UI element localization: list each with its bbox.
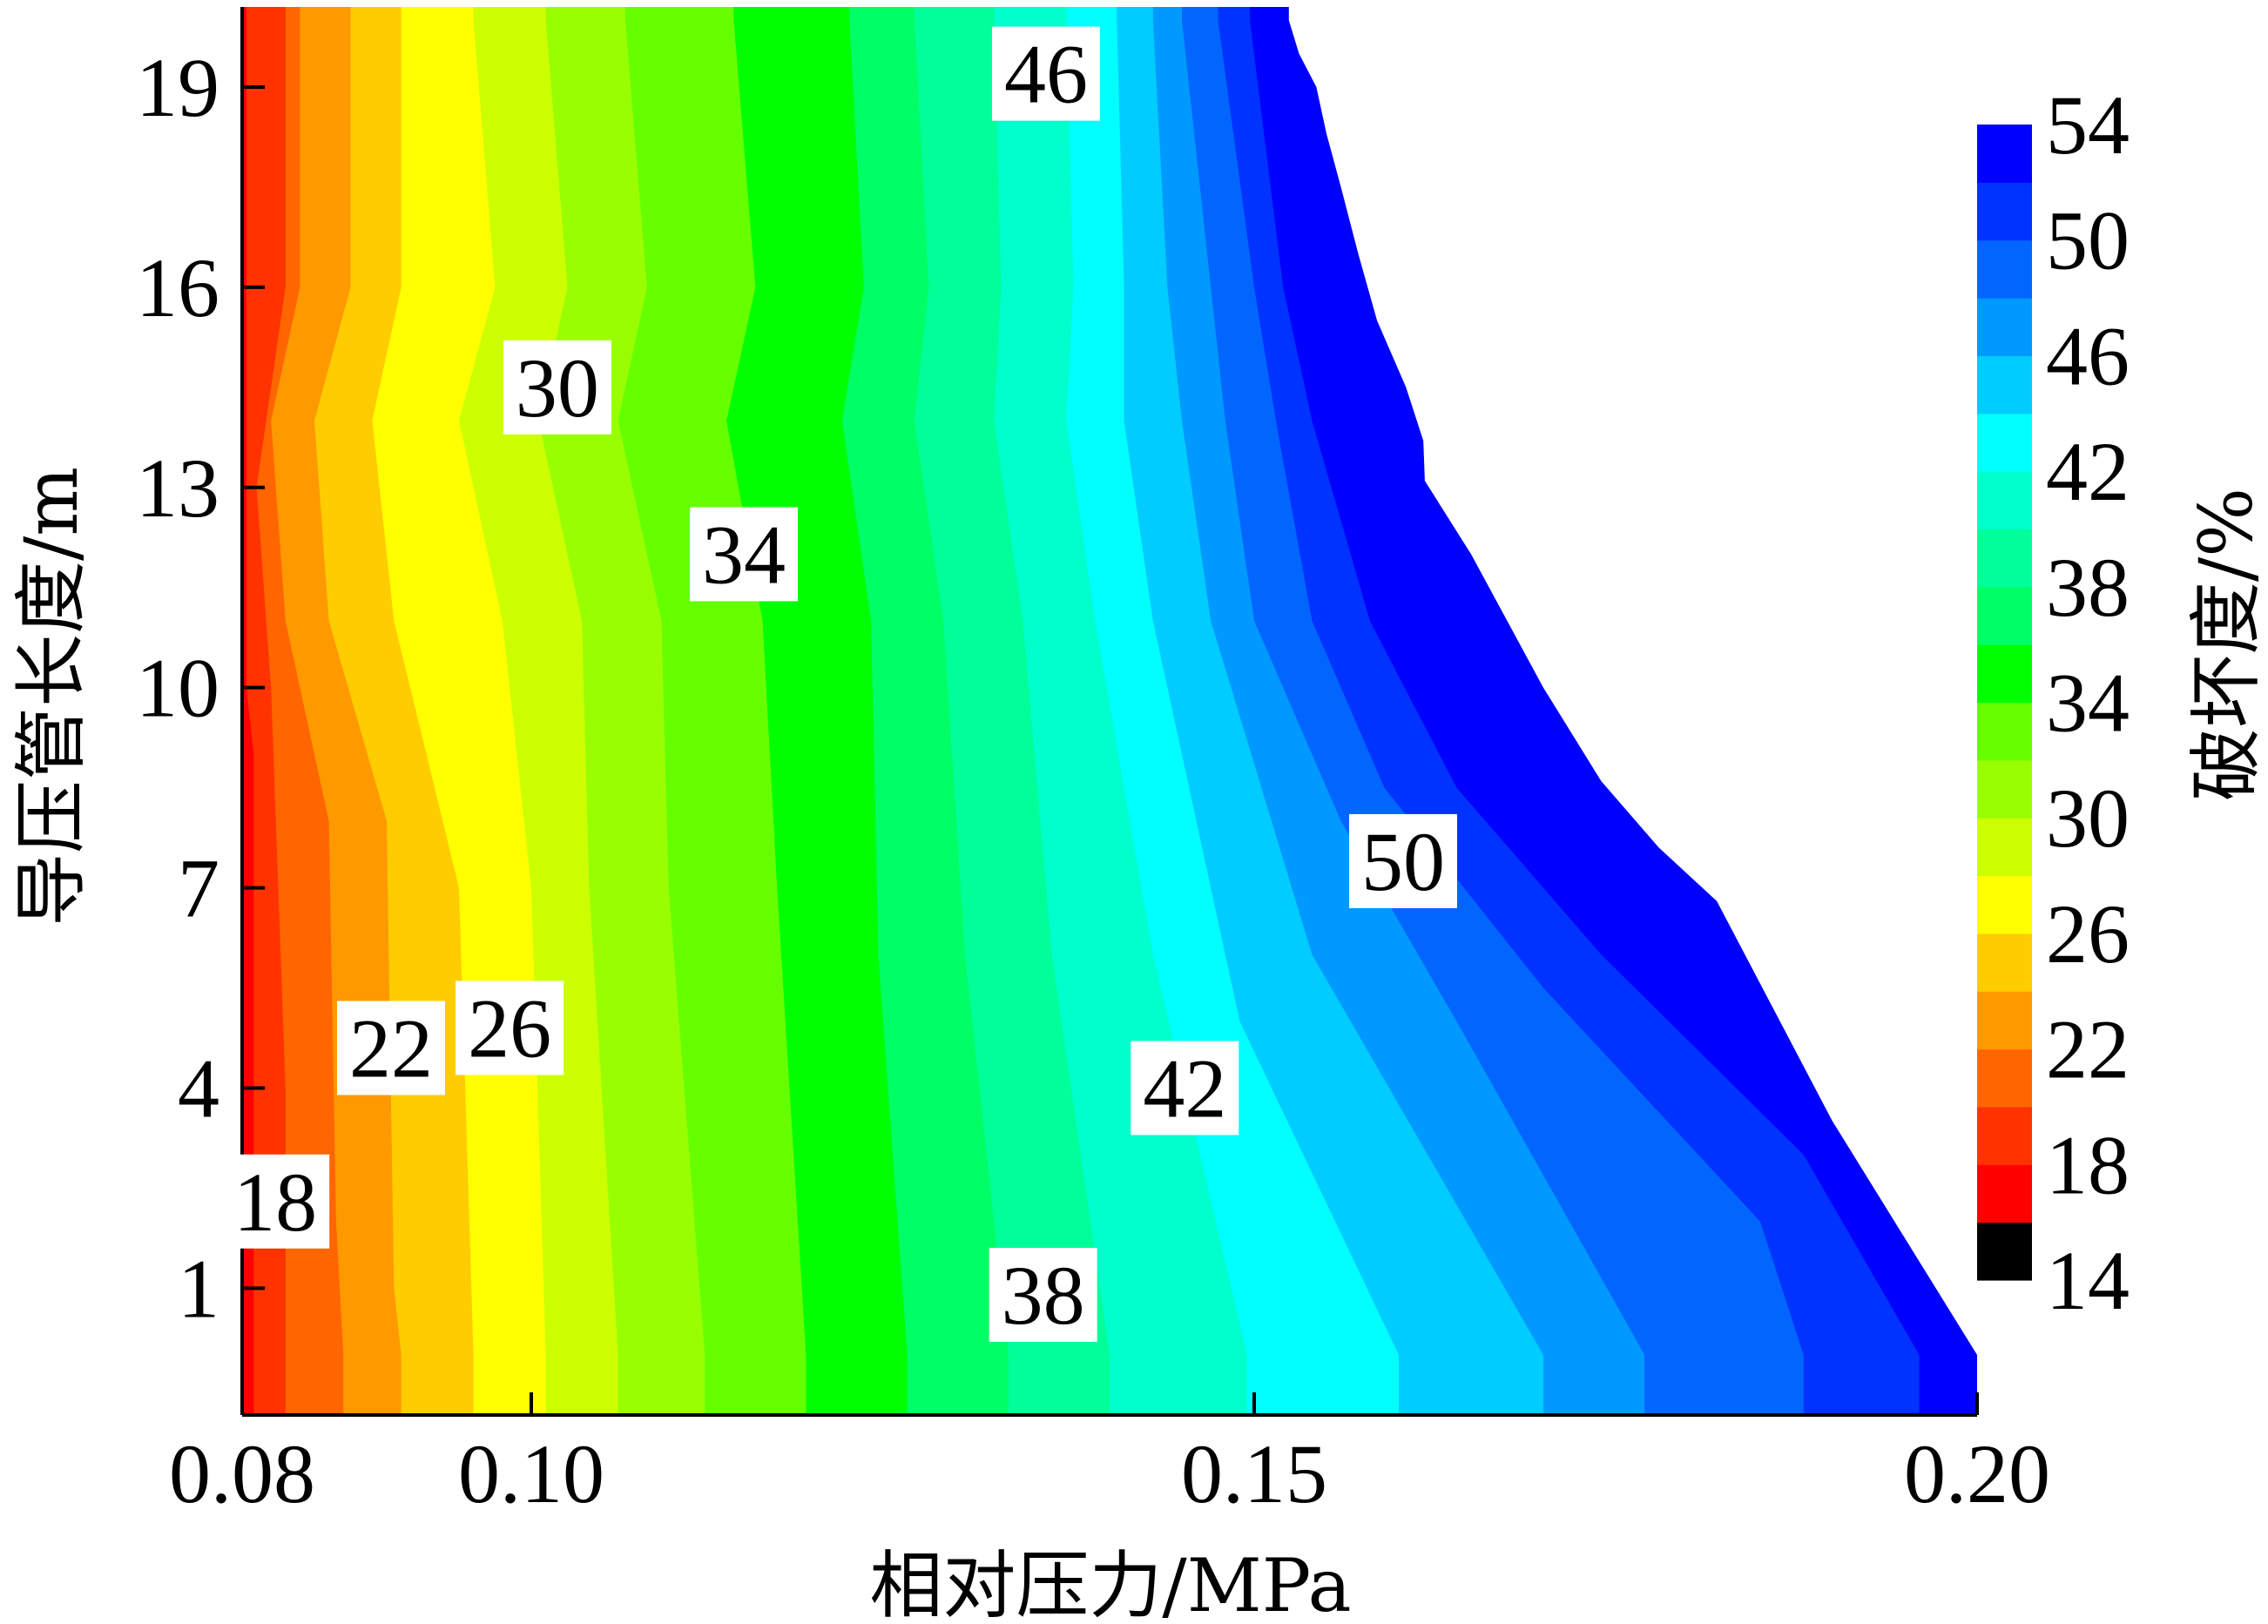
colorbar-swatch-20-22 [1977, 1048, 2032, 1108]
y-tick-label: 1 [178, 1242, 219, 1335]
colorbar-tick-label: 46 [2046, 309, 2130, 402]
contour-label-30: 30 [503, 340, 611, 435]
contour-label-text: 46 [1004, 28, 1088, 121]
colorbar-tick-label: 54 [2046, 78, 2130, 172]
colorbar-swatch-40-42 [1977, 471, 2032, 530]
y-tick-label: 10 [136, 642, 219, 735]
contour-label-box [456, 980, 564, 1075]
contour-label-text: 22 [349, 1002, 433, 1095]
colorbar-swatch-26-28 [1977, 875, 2032, 934]
colorbar-swatch-46-48 [1977, 298, 2032, 356]
colorbar-tick-label: 42 [2046, 425, 2130, 518]
colorbar-tick-label: 50 [2046, 194, 2130, 287]
x-tick-label: 0.08 [169, 1427, 315, 1520]
contour-label-text: 26 [468, 982, 551, 1075]
contour-label-18: 18 [221, 1154, 330, 1249]
y-tick-label: 7 [178, 842, 219, 935]
colorbar-swatch-24-26 [1977, 933, 2032, 992]
colorbar-swatch-30-32 [1977, 759, 2032, 819]
contour-label-text: 42 [1143, 1041, 1226, 1135]
contour-label-box [1348, 813, 1457, 908]
contour-label-box [989, 1248, 1097, 1343]
y-tick-label: 4 [178, 1041, 219, 1135]
colorbar-tick-label: 30 [2046, 772, 2130, 865]
colorbar-tick-label: 38 [2046, 541, 2130, 634]
y-tick-label: 16 [136, 241, 219, 334]
colorbar-swatch-14-16 [1977, 1222, 2032, 1281]
contour-label-26: 26 [456, 980, 564, 1075]
colorbar-swatch-50-52 [1977, 182, 2032, 241]
colorbar-swatch-38-40 [1977, 529, 2032, 588]
colorbar-title: 破坏度/% [2184, 488, 2268, 801]
colorbar-swatch-48-50 [1977, 239, 2032, 299]
colorbar-tick-label: 14 [2046, 1234, 2130, 1327]
colorbar-swatch-16-18 [1977, 1164, 2032, 1223]
y-axis-title: 导压管长度/m [9, 467, 94, 927]
colorbar-tick-label: 18 [2046, 1118, 2130, 1211]
contour-label-box [221, 1154, 330, 1249]
colorbar-tick-label: 26 [2046, 887, 2130, 980]
contour-label-text: 18 [233, 1156, 317, 1249]
x-axis-title: 相对压力/MPa [869, 1543, 1351, 1624]
contour-label-42: 42 [1131, 1041, 1239, 1135]
x-tick-label: 0.20 [1904, 1427, 2050, 1520]
colorbar-swatch-18-20 [1977, 1106, 2032, 1165]
contour-label-box [336, 1001, 445, 1095]
colorbar-swatch-22-24 [1977, 991, 2032, 1050]
colorbar-swatch-34-36 [1977, 644, 2032, 704]
colorbar: 14 18 22 26 30 34 38 42 46 50 54 [1977, 78, 2130, 1327]
contour-label-text: 50 [1361, 815, 1445, 908]
contour-label-38: 38 [989, 1248, 1097, 1343]
contour-label-box [690, 507, 799, 602]
contour-plot-area [242, 7, 1977, 1415]
contour-label-text: 38 [1002, 1249, 1085, 1342]
y-tick-label: 13 [136, 441, 219, 535]
contour-label-text: 34 [702, 508, 786, 601]
colorbar-swatch-42-44 [1977, 413, 2032, 472]
contour-label-box [991, 26, 1100, 121]
contour-label-50: 50 [1348, 813, 1457, 908]
x-tick-label: 0.15 [1181, 1427, 1327, 1520]
colorbar-swatch-36-38 [1977, 586, 2032, 645]
colorbar-swatch-52-54 [1977, 125, 2032, 183]
contour-label-22: 22 [336, 1001, 445, 1095]
colorbar-swatch-28-30 [1977, 818, 2032, 877]
y-tick-label: 19 [136, 41, 219, 134]
colorbar-tick-label: 34 [2046, 657, 2130, 750]
contour-labels: 18 22 26 30 34 38 42 46 50 [221, 26, 1457, 1343]
contour-label-text: 30 [516, 341, 599, 435]
x-tick-label: 0.10 [458, 1427, 604, 1520]
colorbar-tick-label: 22 [2046, 1003, 2130, 1096]
axes: 0.08 0.10 0.15 0.20 1 4 7 10 13 16 19 [136, 7, 2050, 1520]
contour-band-14-16 [242, 7, 254, 1415]
colorbar-swatch-44-46 [1977, 355, 2032, 414]
colorbar-swatch-32-34 [1977, 702, 2032, 761]
contour-label-box [1131, 1041, 1239, 1135]
contour-label-box [503, 340, 611, 435]
contour-label-34: 34 [690, 507, 799, 602]
contour-label-46: 46 [991, 26, 1100, 121]
